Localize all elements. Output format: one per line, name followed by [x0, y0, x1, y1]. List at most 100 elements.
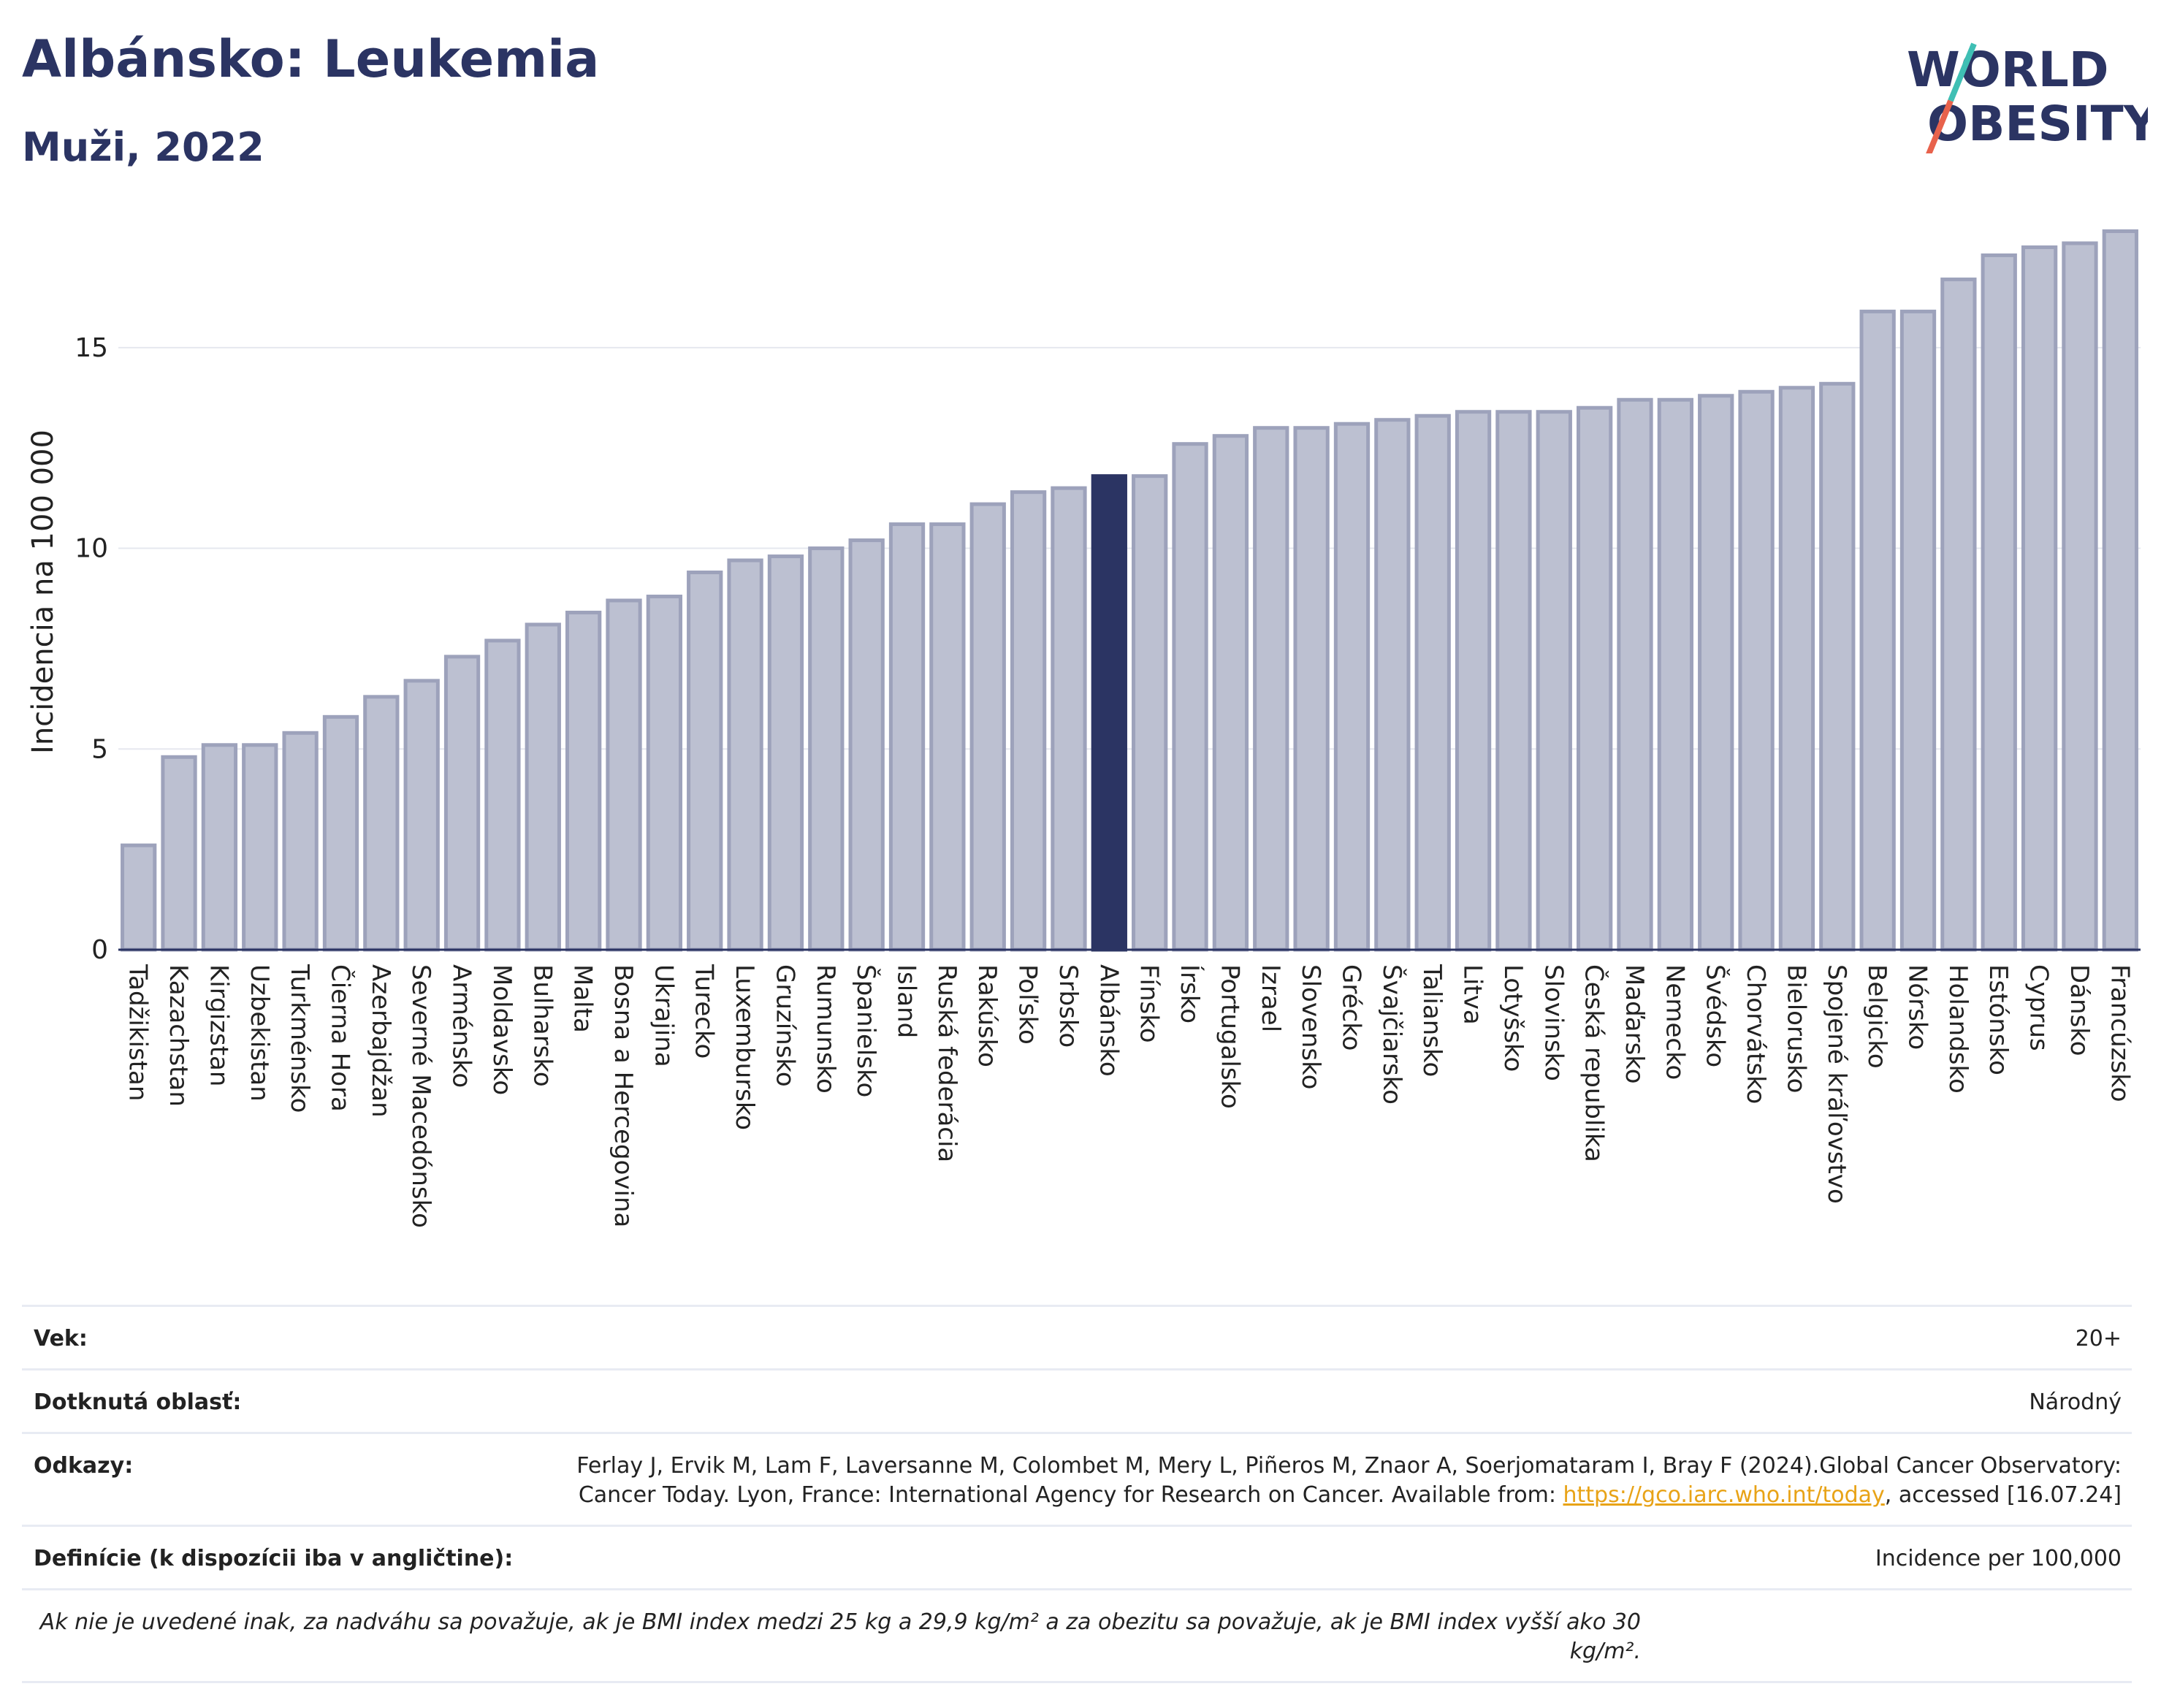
bar-highlight — [1091, 474, 1127, 952]
x-tick-label: Estónsko — [1983, 964, 2013, 1075]
x-tick-label: Srbsko — [1053, 964, 1083, 1048]
x-tick-label: Island — [892, 964, 921, 1038]
x-tick-label: Francúzsko — [2105, 964, 2134, 1102]
bar — [727, 558, 763, 952]
x-tick-label: Bosna a Hercegovina — [609, 964, 638, 1227]
page-subtitle: Muži, 2022 — [22, 124, 264, 170]
x-tick-label: Kazachstan — [164, 964, 193, 1107]
info-row-note: Ak nie je uvedené inak, za nadváhu sa po… — [22, 1588, 2132, 1683]
x-tick-label: Luxembursko — [730, 964, 759, 1130]
y-tick-label: 0 — [91, 935, 108, 965]
x-tick-label: Chorvátsko — [1741, 964, 1770, 1104]
x-tick-label: Ruská federácia — [932, 964, 961, 1162]
x-tick-label: Nemecko — [1660, 964, 1689, 1080]
x-tick-label: Portugalsko — [1215, 964, 1244, 1109]
x-tick-label: Česká republika — [1579, 964, 1609, 1162]
area-value: Národný — [2029, 1389, 2122, 1415]
x-tick-label: Uzbekistan — [245, 964, 274, 1102]
bar — [242, 743, 278, 952]
bar — [2021, 245, 2058, 952]
x-tick-label: Švédsko — [1701, 964, 1731, 1067]
bar — [1374, 418, 1411, 952]
refs-label: Odkazy: — [34, 1453, 134, 1479]
bar — [1698, 394, 1734, 952]
bar — [1536, 410, 1572, 952]
x-tick-label: Rakúsko — [972, 964, 1002, 1067]
bar — [1495, 410, 1532, 952]
x-tick-label: Severné Macedónsko — [406, 964, 435, 1228]
x-tick-label: Izrael — [1256, 964, 1285, 1032]
x-tick-label: Lotyšsko — [1498, 964, 1528, 1072]
bar — [848, 538, 885, 952]
bar — [1132, 474, 1168, 952]
refs-text: Ferlay J, Ervik M, Lam F, Laversanne M, … — [576, 1453, 2122, 1508]
bar — [1738, 389, 1775, 952]
bar — [565, 610, 602, 952]
bar — [1212, 434, 1249, 952]
x-tick-label: Bielorusko — [1781, 964, 1810, 1093]
logo-line1: WORLD — [1907, 42, 2109, 98]
bar — [646, 594, 683, 952]
world-obesity-logo: WORLD OBESITY — [1907, 42, 2148, 153]
x-tick-label: Španielsko — [851, 964, 881, 1097]
y-tick-label: 15 — [75, 333, 108, 363]
bar — [2062, 241, 2098, 952]
bar — [1051, 486, 1087, 952]
x-tick-label: Albánsko — [1094, 964, 1123, 1077]
x-tick-label: Taliansko — [1417, 964, 1447, 1077]
bar — [1414, 413, 1451, 952]
x-tick-label: Slovinsko — [1539, 964, 1568, 1081]
bar — [1455, 410, 1492, 952]
bar — [687, 571, 723, 952]
info-row-age: Vek: 20+ — [22, 1305, 2132, 1368]
bar — [969, 502, 1006, 952]
x-tick-label: Nórsko — [1903, 964, 1932, 1050]
x-tick-label: Fínsko — [1135, 964, 1164, 1043]
bar — [929, 522, 966, 952]
logo-slash-red — [1926, 99, 1954, 153]
bar — [808, 546, 845, 952]
bar — [1819, 381, 1856, 952]
x-tick-label: Spojené kráľovstvo — [1822, 964, 1851, 1204]
x-tick-label: Poľsko — [1013, 964, 1043, 1045]
x-tick-label: Belgicko — [1862, 964, 1891, 1069]
bar — [282, 731, 319, 952]
bar — [1617, 397, 1653, 952]
refs-link[interactable]: https://gco.iarc.who.int/today — [1563, 1482, 1885, 1508]
bar — [201, 743, 238, 952]
bar-chart: 0 5 10 15 Incidencia na 100 000 Tadžikistan Ka… — [26, 229, 2141, 1228]
bar — [2102, 229, 2138, 952]
x-tick-label: Holandsko — [1943, 964, 1973, 1094]
x-tick-label: Cyprus — [2024, 964, 2054, 1051]
y-tick-label: 10 — [75, 534, 108, 564]
bar — [1859, 309, 1896, 952]
x-tick-label: Azerbajdžan — [366, 964, 395, 1118]
bar — [525, 622, 561, 952]
info-row-refs: Odkazy: Ferlay J, Ervik M, Lam F, Lavers… — [22, 1432, 2132, 1525]
bar — [888, 522, 926, 952]
info-table: Vek: 20+ Dotknutá oblasť: Národný Odkazy… — [22, 1305, 2132, 1683]
logo-slash-teal — [1948, 42, 1977, 102]
x-tick-label: Malta — [568, 964, 598, 1033]
bar — [1172, 442, 1208, 952]
info-row-definitions: Definície (k dispozícii iba v angličtine… — [22, 1525, 2132, 1588]
x-tick-label: Slovensko — [1296, 964, 1325, 1089]
x-tick-label: Grécko — [1336, 964, 1365, 1051]
bar — [1293, 426, 1330, 952]
x-tick-label: Čierna Hora — [325, 964, 355, 1112]
x-tick-label: Maďarsko — [1620, 964, 1649, 1084]
x-tick-label: Litva — [1458, 964, 1487, 1025]
x-tick-label: Moldavsko — [487, 964, 517, 1095]
bar — [1576, 405, 1613, 952]
x-tick-label: Gruzínsko — [770, 964, 799, 1087]
area-label: Dotknutá oblasť: — [34, 1389, 242, 1415]
x-tick-label: Bulharsko — [527, 964, 557, 1087]
x-tick-label: Turkménsko — [285, 964, 314, 1113]
bar — [1981, 253, 2017, 952]
bar — [363, 695, 400, 952]
x-tick-label: Švajčiarsko — [1377, 964, 1407, 1105]
bar — [1657, 397, 1694, 952]
age-value: 20+ — [2075, 1326, 2122, 1351]
bar — [1010, 490, 1047, 952]
x-tick-label: Turecko — [690, 964, 719, 1059]
